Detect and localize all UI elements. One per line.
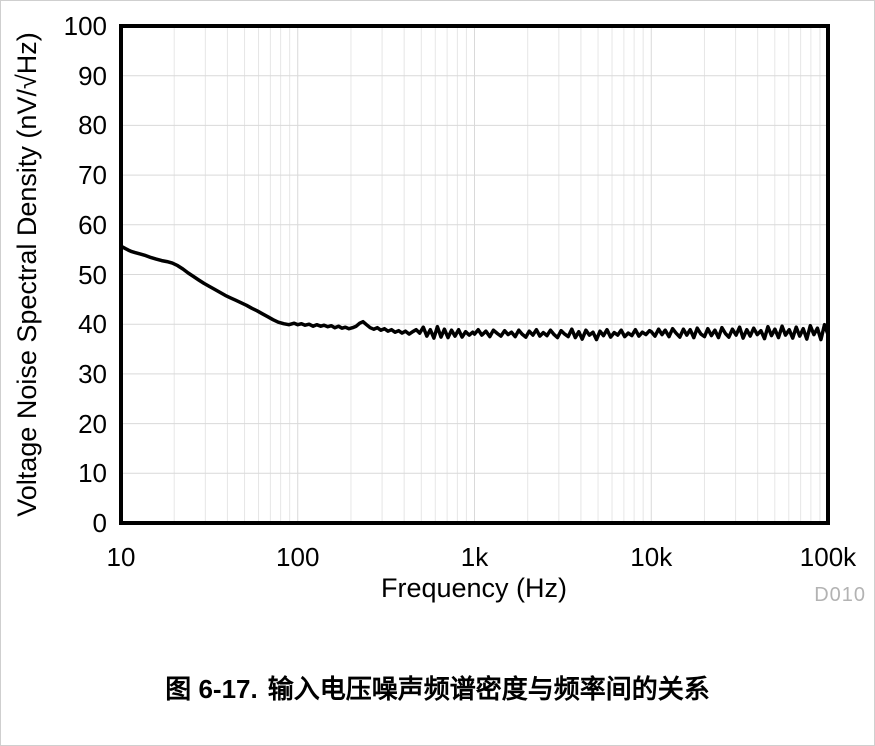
y-tick-label: 100 [63, 11, 107, 41]
plot-frame [119, 24, 830, 525]
x-tick-label: 100k [799, 542, 857, 572]
y-tick-label: 70 [78, 160, 107, 191]
y-tick-label: 20 [78, 408, 107, 439]
series-curve [119, 244, 830, 342]
y-tick-label: 0 [92, 508, 107, 538]
plot-id-watermark: D010 [814, 584, 866, 606]
y-tick-label: 80 [78, 110, 107, 141]
figure-caption: 图 6-17. 输入电压噪声频谱密度与频率间的关系 [1, 669, 874, 706]
x-tick-label: 100 [276, 542, 320, 572]
y-tick-label: 90 [78, 60, 107, 91]
figure-caption-number: 图 6-17. [165, 674, 258, 704]
x-tick-label: 1k [460, 542, 489, 572]
plot-svg [119, 24, 830, 525]
x-tick-label: 10k [630, 542, 673, 572]
y-tick-label: 40 [78, 309, 107, 340]
plot-area [119, 24, 830, 525]
x-axis-title: Frequency (Hz) [380, 573, 568, 603]
y-tick-label: 10 [78, 458, 107, 489]
y-tick-label: 60 [78, 209, 107, 240]
figure-caption-text: 输入电压噪声频谱密度与频率间的关系 [267, 674, 710, 704]
y-tick-label: 50 [78, 259, 107, 290]
y-tick-label: 30 [78, 358, 107, 389]
x-tick-label: 10 [106, 542, 136, 572]
